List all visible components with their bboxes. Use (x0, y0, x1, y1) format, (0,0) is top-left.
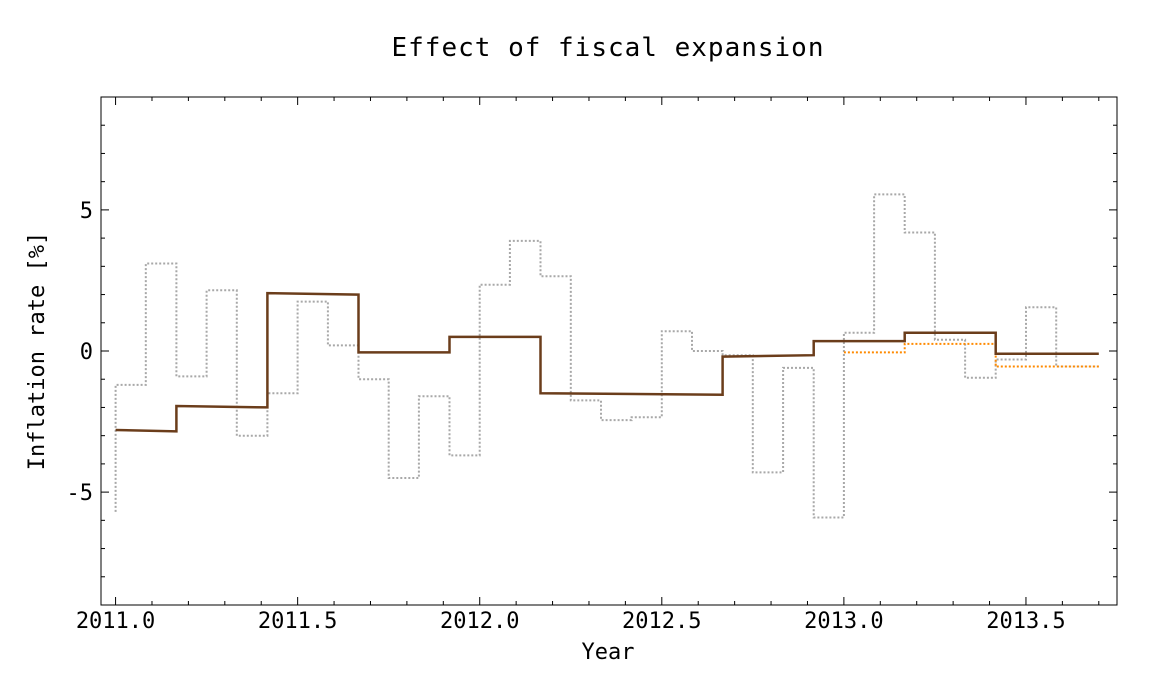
y-tick-label: 0 (80, 340, 93, 365)
x-tick-label: 2011.0 (76, 609, 155, 634)
series-line-3 (115, 291, 1099, 433)
y-axis-label: Inflation rate [%] (25, 232, 50, 470)
series-layer (114, 193, 1099, 519)
series-line-2 (843, 342, 1099, 368)
x-tick-label: 2011.5 (258, 609, 337, 634)
plot-frame (100, 96, 1118, 606)
x-tick-label: 2013.5 (986, 609, 1065, 634)
x-tick-label: 2012.0 (440, 609, 519, 634)
ticks-layer: 2011.0 2011.5 2012.0 2012.5 2013.0 2013.5 -5 0 5 (67, 97, 1117, 634)
chart-title: Effect of fiscal expansion (392, 33, 825, 63)
y-tick-label: 5 (80, 199, 93, 224)
x-tick-label: 2013.0 (804, 609, 883, 634)
x-tick-label: 2012.5 (622, 609, 701, 634)
x-axis-label: Year (582, 640, 635, 665)
series-line-1 (114, 193, 1099, 519)
y-tick-label: -5 (67, 481, 94, 506)
